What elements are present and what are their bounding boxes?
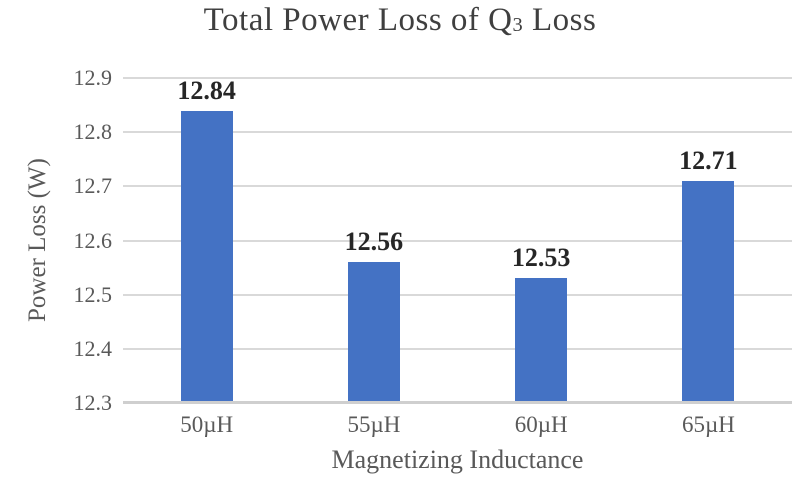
y-tick-label: 12.4 [73,335,113,361]
chart-title-suffix: Loss [523,2,597,38]
y-axis-tick-labels: 12.3 12.4 12.5 12.6 12.7 12.8 12.9 [0,66,113,415]
y-tick-label: 12.6 [73,227,113,253]
y-tick-label: 12.3 [73,390,113,415]
gridline [123,131,792,134]
gridline [123,77,792,79]
y-tick-label: 12.8 [73,119,113,145]
bar-value-label: 12.84 [177,75,236,105]
gridline [123,185,792,188]
x-tick-label: 50µH [180,412,234,437]
bar-value-label: 12.53 [511,243,571,273]
y-tick-label: 12.9 [73,65,113,90]
chart-title-prefix: Total Power Loss of Q [203,2,513,38]
x-axis-title: Magnetizing Inductance [331,445,584,474]
bars: 12.84 12.56 12.53 12.71 [123,75,792,403]
gridline [123,293,792,296]
x-axis-tick-labels: 50µH 55µH 60µH 65µH [123,412,792,442]
gridline [123,239,792,242]
x-tick-label: 65µH [681,412,735,437]
x-tick-label: 60µH [514,412,568,437]
gridline [123,347,792,350]
bar [180,110,233,403]
x-axis-line [123,401,792,404]
x-tick-label: 55µH [347,412,401,437]
gridlines [123,77,792,403]
bar [347,262,400,403]
bar-value-label: 12.56 [344,227,404,257]
bar [515,278,568,403]
chart-title: Total Power Loss of Q3 Loss [0,2,800,39]
y-tick-label: 12.5 [73,281,113,307]
bar [682,180,735,403]
bar-value-label: 12.71 [679,145,738,175]
y-tick-label: 12.7 [73,173,113,199]
chart-title-subscript: 3 [512,14,524,36]
plot-area: 12.84 12.56 12.53 12.71 [123,75,792,404]
